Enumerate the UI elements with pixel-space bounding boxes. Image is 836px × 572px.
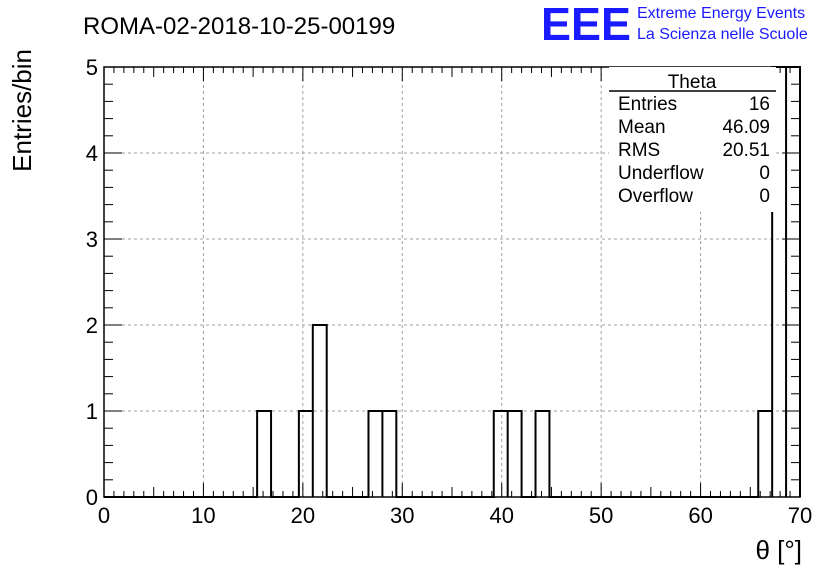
histogram-bin xyxy=(758,411,772,497)
stats-row-value: 0 xyxy=(759,186,770,207)
y-tick-label: 0 xyxy=(86,485,98,510)
histogram-bin xyxy=(508,411,522,497)
histogram-bin xyxy=(368,411,382,497)
y-axis-label: Entries/bin xyxy=(7,49,37,172)
histogram-bin xyxy=(257,411,271,497)
histogram-bin xyxy=(299,411,313,497)
x-tick-label: 70 xyxy=(788,503,812,528)
y-tick-label: 1 xyxy=(86,399,98,424)
stats-row-value: 20.51 xyxy=(722,140,770,161)
x-tick-label: 10 xyxy=(191,503,215,528)
chart-title: ROMA-02-2018-10-25-00199 xyxy=(83,13,395,40)
stats-row-value: 16 xyxy=(749,94,770,115)
stats-row-label: Overflow xyxy=(618,186,693,207)
histogram-bin xyxy=(494,411,508,497)
y-tick-label: 2 xyxy=(86,313,98,338)
eee-logo: EEE Extreme Energy Events La Scienza nel… xyxy=(541,0,808,50)
x-tick-label: 60 xyxy=(688,503,712,528)
stats-rows: Entries 16 Mean 46.09 RMS 20.51 Underflow 0 Over… xyxy=(618,94,770,207)
stats-row-label: Mean xyxy=(618,117,666,138)
stats-row-value: 0 xyxy=(759,163,770,184)
stats-row-label: Underflow xyxy=(618,163,704,184)
histogram-bin xyxy=(382,411,396,497)
stats-box: Theta Entries 16 Mean 46.09 RMS 20.51 Underflo… xyxy=(609,67,776,212)
y-tick-label: 3 xyxy=(86,227,98,252)
eee-logo-mark: EEE xyxy=(541,0,631,50)
x-axis-label: θ [°] xyxy=(755,535,802,565)
stats-box-title: Theta xyxy=(668,72,717,93)
x-tick-labels: 0 10 20 30 40 50 60 70 xyxy=(98,503,812,528)
histogram-bin xyxy=(786,67,800,497)
logo-line-1: Extreme Energy Events xyxy=(637,5,805,22)
histogram-bin xyxy=(536,411,550,497)
x-tick-label: 40 xyxy=(489,503,513,528)
x-tick-label: 50 xyxy=(589,503,613,528)
y-tick-label: 4 xyxy=(86,141,98,166)
stats-row-label: Entries xyxy=(618,94,677,115)
x-tick-label: 20 xyxy=(291,503,315,528)
y-tick-labels: 0 1 2 3 4 5 xyxy=(86,55,98,510)
histogram-outline xyxy=(104,66,801,498)
x-tick-label: 0 xyxy=(98,503,110,528)
y-tick-label: 5 xyxy=(86,55,98,80)
stats-row-label: RMS xyxy=(618,140,660,161)
logo-line-2: La Scienza nelle Scuole xyxy=(637,26,808,43)
stats-row-value: 46.09 xyxy=(722,117,770,138)
x-tick-label: 30 xyxy=(390,503,414,528)
histogram-bars xyxy=(104,66,801,498)
